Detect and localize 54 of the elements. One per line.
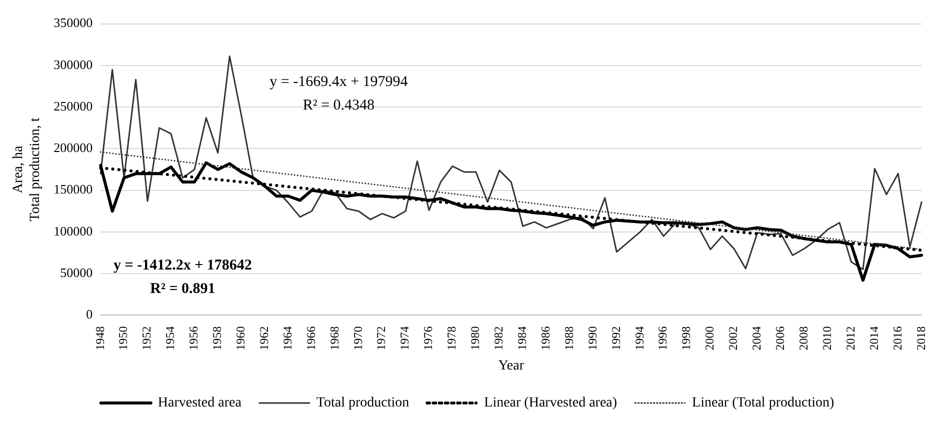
x-tick-label: 2010 — [820, 326, 834, 350]
x-tick-label: 2004 — [750, 326, 764, 350]
legend-label: Linear (Harvested area) — [484, 396, 618, 411]
x-tick-label: 1998 — [679, 326, 694, 350]
y-tick-label: 300000 — [54, 56, 93, 72]
x-tick-label: 2008 — [796, 326, 810, 350]
x-tick-label: 2018 — [914, 326, 928, 350]
y-tick-label: 350000 — [54, 15, 93, 30]
annotation: R² = 0.891 — [150, 280, 216, 297]
x-tick-label: 1990 — [585, 326, 600, 350]
x-tick-label: 1988 — [562, 326, 576, 350]
y-tick-label: 0 — [86, 306, 93, 322]
x-tick-label: 1952 — [140, 326, 154, 350]
x-tick-label: 1954 — [163, 326, 178, 350]
y-tick-label: 150000 — [54, 182, 93, 197]
x-tick-label: 2006 — [773, 326, 788, 350]
x-tick-label: 1996 — [656, 326, 670, 350]
legend-label: Total production — [316, 396, 410, 411]
x-tick-label: 1960 — [234, 326, 248, 350]
x-tick-label: 1984 — [514, 326, 529, 350]
x-tick-label: 1948 — [92, 326, 107, 350]
x-tick-label: 1980 — [468, 326, 482, 350]
y-axis-title: Area, ha Total production, t — [11, 118, 43, 222]
x-tick-label: 1958 — [210, 326, 224, 350]
annotation: y = -1412.2x + 178642 — [114, 258, 252, 274]
x-tick-label: 1956 — [186, 326, 201, 350]
x-tick-label: 2012 — [843, 326, 858, 350]
x-tick-label: 1950 — [116, 326, 130, 350]
x-tick-label: 2016 — [890, 326, 904, 350]
x-tick-label: 1986 — [538, 326, 552, 350]
y-tick-label: 200000 — [54, 140, 93, 156]
x-tick-label: 1968 — [327, 326, 342, 350]
x-tick-label: 2000 — [702, 326, 717, 350]
x-tick-label: 1982 — [492, 326, 506, 350]
x-tick-label: 1972 — [374, 326, 388, 350]
x-tick-label: 1962 — [256, 326, 271, 350]
x-tick-label: 1978 — [444, 326, 459, 350]
x-tick-label: 1994 — [632, 326, 646, 350]
y-tick-label: 100000 — [54, 223, 93, 238]
y-tick-label: 250000 — [54, 98, 93, 114]
legend-label: Linear (Total production) — [692, 396, 834, 411]
legend-label: Harvested area — [158, 396, 242, 411]
x-tick-label: 1976 — [421, 326, 436, 350]
annotation: R² = 0.4348 — [302, 97, 375, 114]
x-tick-label: 2002 — [726, 326, 740, 350]
annotation: y = -1669.4x + 197994 — [270, 74, 408, 90]
y-tick-label: 50000 — [60, 264, 93, 280]
x-tick-label: 2014 — [866, 326, 881, 350]
x-tick-label: 1964 — [280, 326, 294, 350]
x-tick-label: 1974 — [398, 326, 412, 350]
x-tick-label: 1966 — [304, 326, 318, 350]
x-tick-label: 1992 — [608, 326, 623, 350]
x-tick-label: 1970 — [350, 326, 365, 350]
x-axis-title: Year — [498, 358, 524, 374]
